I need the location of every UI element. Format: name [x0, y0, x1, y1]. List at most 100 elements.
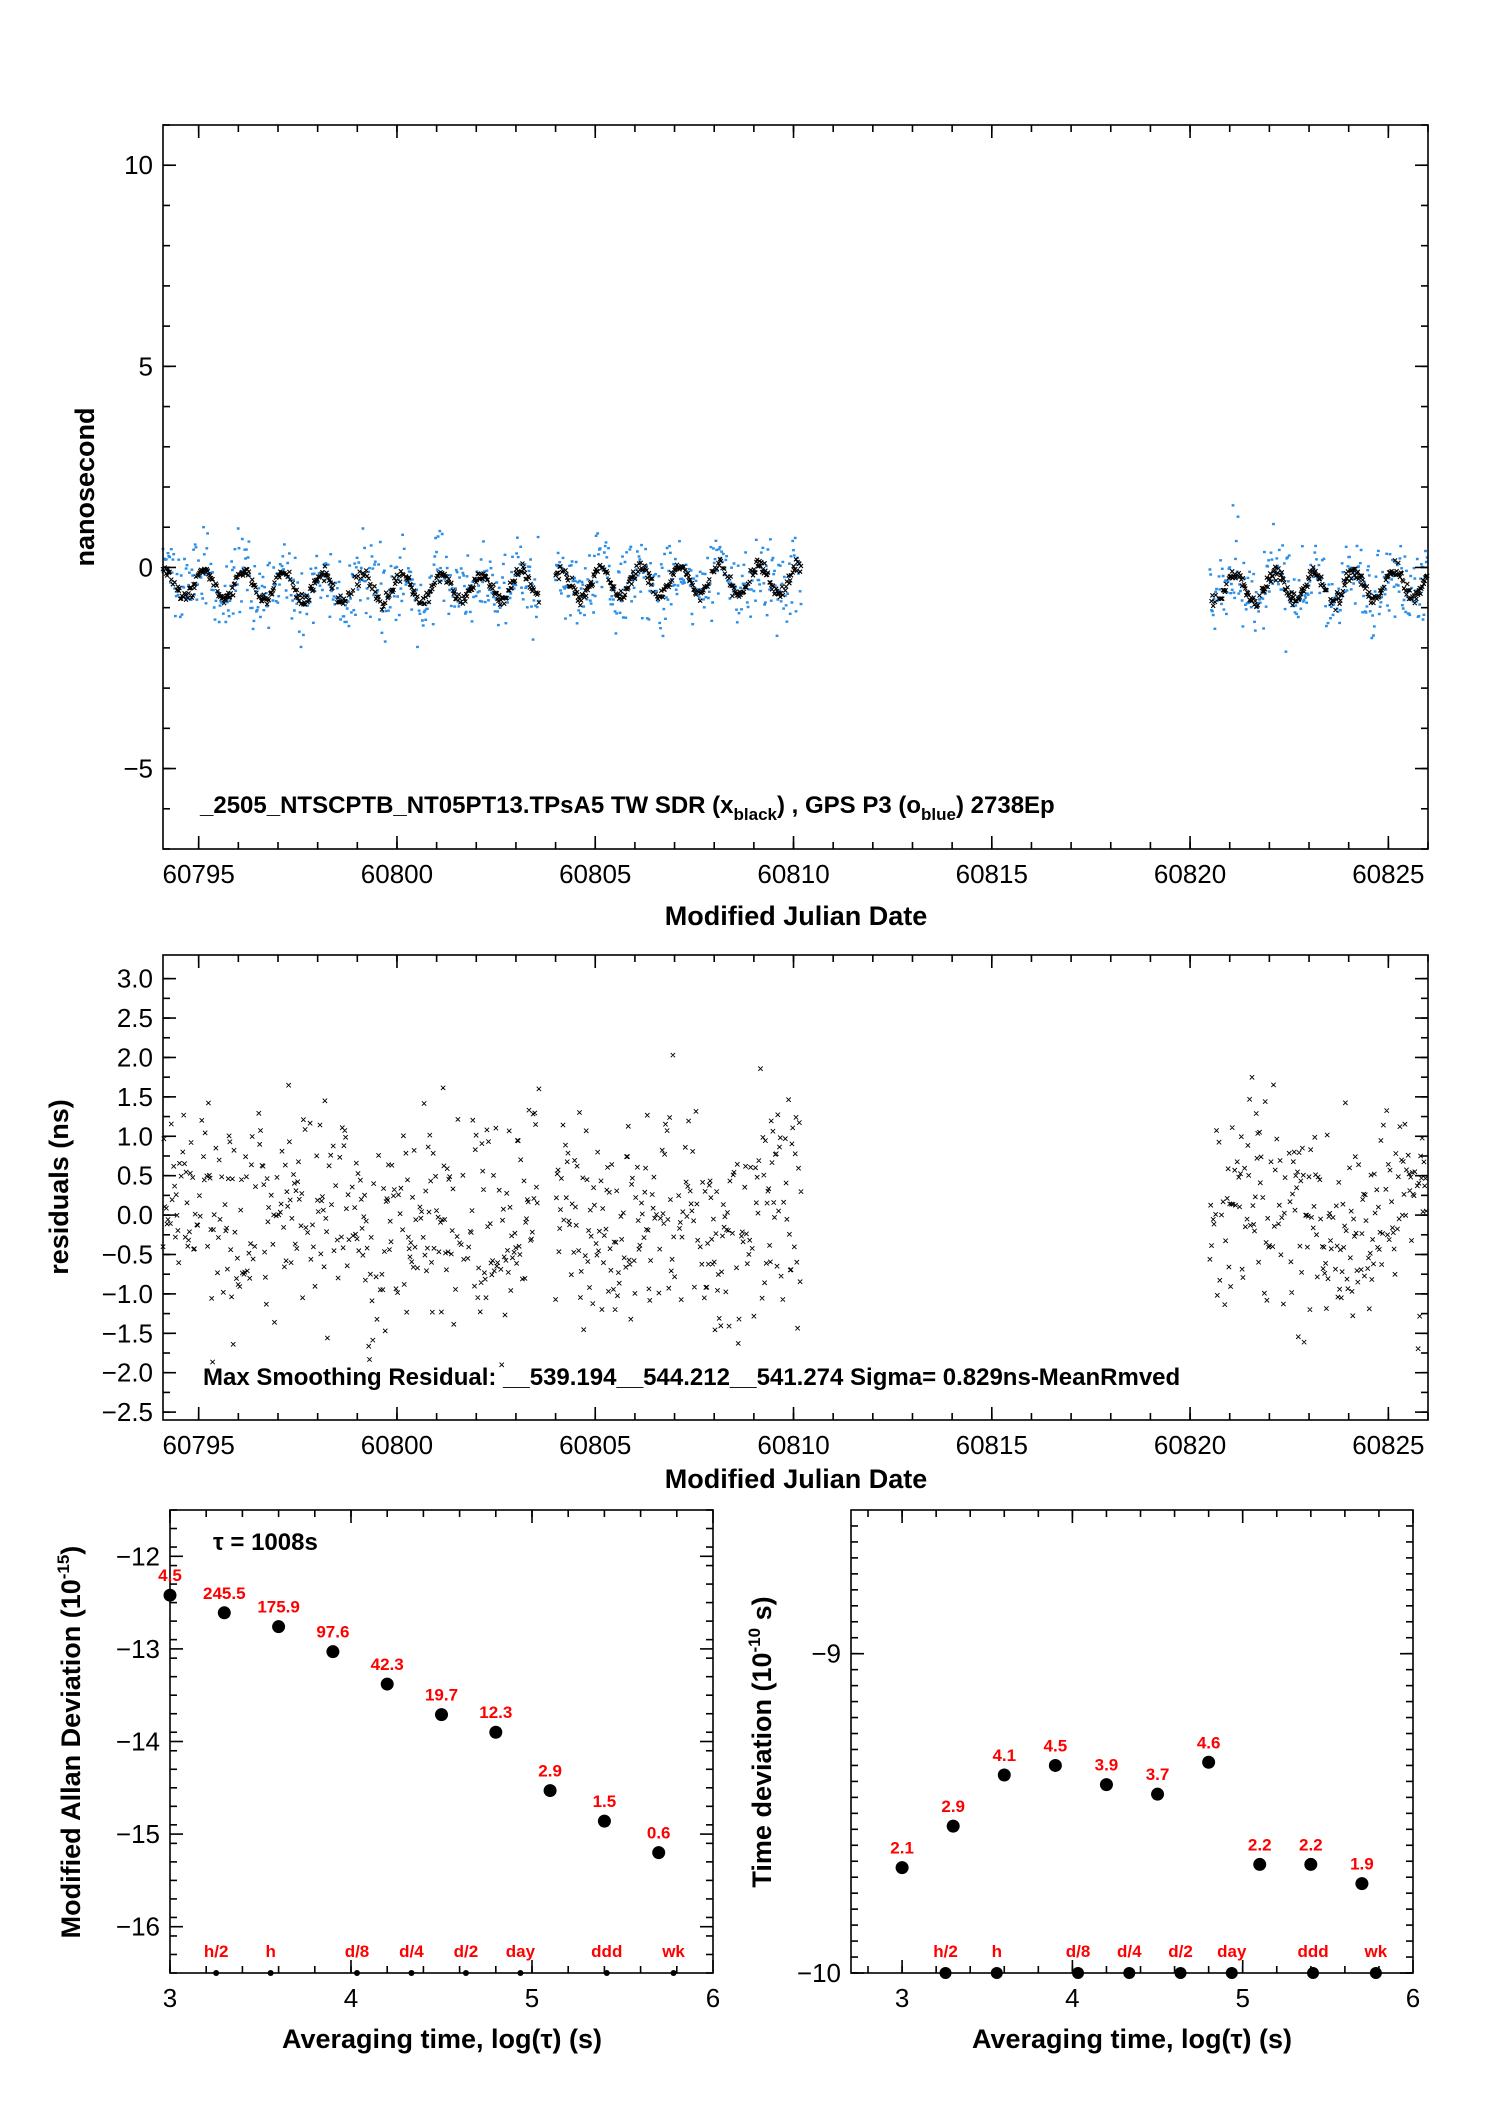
interval-label: ddd [1297, 1942, 1328, 1961]
point-count-label: 4.5 [1044, 1736, 1068, 1755]
tdev-ylabel-end: s) [747, 1596, 777, 1628]
point-count-label: 12.3 [479, 1703, 512, 1722]
deviation-point [435, 1708, 448, 1722]
y-tick-label: −1.5 [102, 1318, 153, 1348]
y-tick-label: 0 [139, 552, 153, 582]
mdev-frame [169, 1509, 714, 1974]
x-tick-label: 3 [895, 1983, 909, 2013]
deviation-point [997, 1768, 1011, 1782]
x-tick-label: 6 [706, 1983, 720, 2013]
deviation-point [597, 1814, 611, 1828]
point-count-label: 2.2 [1299, 1835, 1323, 1854]
y-tick-label: 1.5 [117, 1082, 153, 1112]
y-tick-label: −1.0 [102, 1279, 153, 1309]
deviation-point [1151, 1787, 1165, 1801]
point-count-label: 1.5 [593, 1792, 617, 1811]
y-tick-label: 10 [124, 150, 153, 180]
tdev-panel: 3 4 5 6 −9 −10 2.1 2.9 4.1 4.5 3.9 3.7 4.6 2.2 2.2 1.9… [745, 1509, 1420, 2054]
interval-marker [1307, 1967, 1320, 1979]
y-tick-label: −0.5 [102, 1239, 153, 1269]
y-tick-label: 2.0 [117, 1042, 153, 1072]
y-tick-label: −15 [116, 1819, 160, 1849]
interval-label: h [265, 1942, 275, 1961]
interval-marker [1072, 1967, 1085, 1979]
x-tick-label: 5 [525, 1983, 539, 2013]
interval-label: day [506, 1942, 536, 1961]
point-count-label: 175.9 [257, 1598, 300, 1617]
interval-label: d/2 [454, 1942, 479, 1961]
annotation-sub-blue: blue [921, 805, 956, 824]
point-count-label: 19.7 [425, 1686, 458, 1705]
interval-label: day [1217, 1942, 1247, 1961]
deviation-point [1355, 1877, 1369, 1891]
residuals-xlabel: Modified Julian Date [665, 1464, 928, 1494]
interval-marker [353, 1970, 360, 1976]
deviation-point [543, 1784, 557, 1798]
interval-label: d/4 [399, 1942, 424, 1961]
interval-label: d/8 [1066, 1942, 1091, 1961]
y-tick-label: 5 [139, 351, 153, 381]
residual-series [160, 1052, 1429, 1368]
deviation-point [895, 1861, 909, 1875]
point-count-label: 2.2 [1248, 1835, 1272, 1854]
x-tick-label: 60805 [559, 1430, 631, 1460]
point-count-label: 3.7 [1146, 1765, 1170, 1784]
interval-marker [213, 1970, 220, 1976]
mdev-xlabel: Averaging time, log(τ) (s) [282, 2024, 602, 2054]
x-tick-label: 60815 [956, 1430, 1028, 1460]
point-count-label: 2.1 [890, 1839, 914, 1858]
point-count-label: 3.9 [1095, 1756, 1119, 1775]
tdev-ylabel-main: Time deviation (10 [747, 1653, 777, 1888]
interval-marker [990, 1967, 1003, 1979]
tdev-xlabel: Averaging time, log(τ) (s) [972, 2024, 1292, 2054]
interval-label: d/8 [345, 1942, 370, 1961]
annotation-sub-black: black [734, 805, 778, 824]
x-tick-label: 4 [1065, 1983, 1079, 2013]
point-count-label: 97.6 [316, 1623, 349, 1642]
x-tick-label: 60810 [757, 859, 829, 889]
mdev-data-layer: 4.5 245.5 175.9 97.6 42.3 19.7 12.3 2.9 1.5 0.6 h/… [158, 1566, 685, 1976]
tdev-axes: 3 4 5 6 −9 −10 [797, 1510, 1420, 2013]
interval-label: h/2 [933, 1942, 958, 1961]
y-tick-label: −12 [116, 1541, 160, 1571]
point-count-label: 42.3 [371, 1655, 404, 1674]
y-tick-label: 0.5 [117, 1161, 153, 1191]
interval-label: d/2 [1168, 1942, 1193, 1961]
deviation-point [217, 1606, 231, 1620]
time-difference-ylabel: nanosecond [70, 407, 100, 566]
interval-marker [670, 1970, 677, 1976]
mdev-ylabel-sup: -15 [54, 1555, 73, 1580]
x-tick-label: 60800 [361, 859, 433, 889]
time-difference-frame [162, 124, 1429, 850]
x-tick-label: 60820 [1154, 1430, 1226, 1460]
interval-label: h/2 [204, 1942, 229, 1961]
tdev-frame [850, 1509, 1414, 1974]
deviation-point [1099, 1778, 1113, 1792]
point-count-label: 245.5 [203, 1584, 246, 1603]
deviation-point [380, 1677, 394, 1691]
interval-marker [1369, 1967, 1382, 1979]
tdev-ylabel: Time deviation (10-10 s) [745, 1596, 777, 1887]
interval-marker [517, 1970, 524, 1976]
x-tick-label: 60825 [1352, 1430, 1424, 1460]
point-count-label: 1.9 [1350, 1855, 1374, 1874]
mdev-tau-note: τ = 1008s [213, 1529, 318, 1556]
x-tick-label: 60815 [956, 859, 1028, 889]
x-tick-label: 3 [163, 1983, 177, 2013]
mdev-axes: 3 4 5 6 −12 −13 −14 −15 −16 [116, 1509, 720, 2013]
point-count-label: 4.5 [158, 1566, 182, 1585]
interval-label: h [992, 1942, 1002, 1961]
interval-label: ddd [591, 1942, 622, 1961]
interval-label: wk [1364, 1942, 1388, 1961]
deviation-point [489, 1725, 503, 1739]
x-tick-label: 5 [1235, 1983, 1249, 2013]
deviation-point [946, 1819, 960, 1833]
interval-marker [1225, 1967, 1238, 1979]
residuals-axes: 60795 60800 60805 60810 60815 60820 60825 3.0 2.… [102, 955, 1429, 1460]
mdev-panel: 3 4 5 6 −12 −13 −14 −15 −16 4.5 245.5 175.9 97.6 42.… [54, 1509, 720, 2054]
mdev-ylabel: Modified Allan Deviation (10-15) [54, 1546, 86, 1939]
interval-marker [462, 1970, 469, 1976]
deviation-point [1253, 1857, 1267, 1871]
residuals-frame [162, 954, 1429, 1421]
residuals-ylabel: residuals (ns) [44, 1099, 74, 1275]
